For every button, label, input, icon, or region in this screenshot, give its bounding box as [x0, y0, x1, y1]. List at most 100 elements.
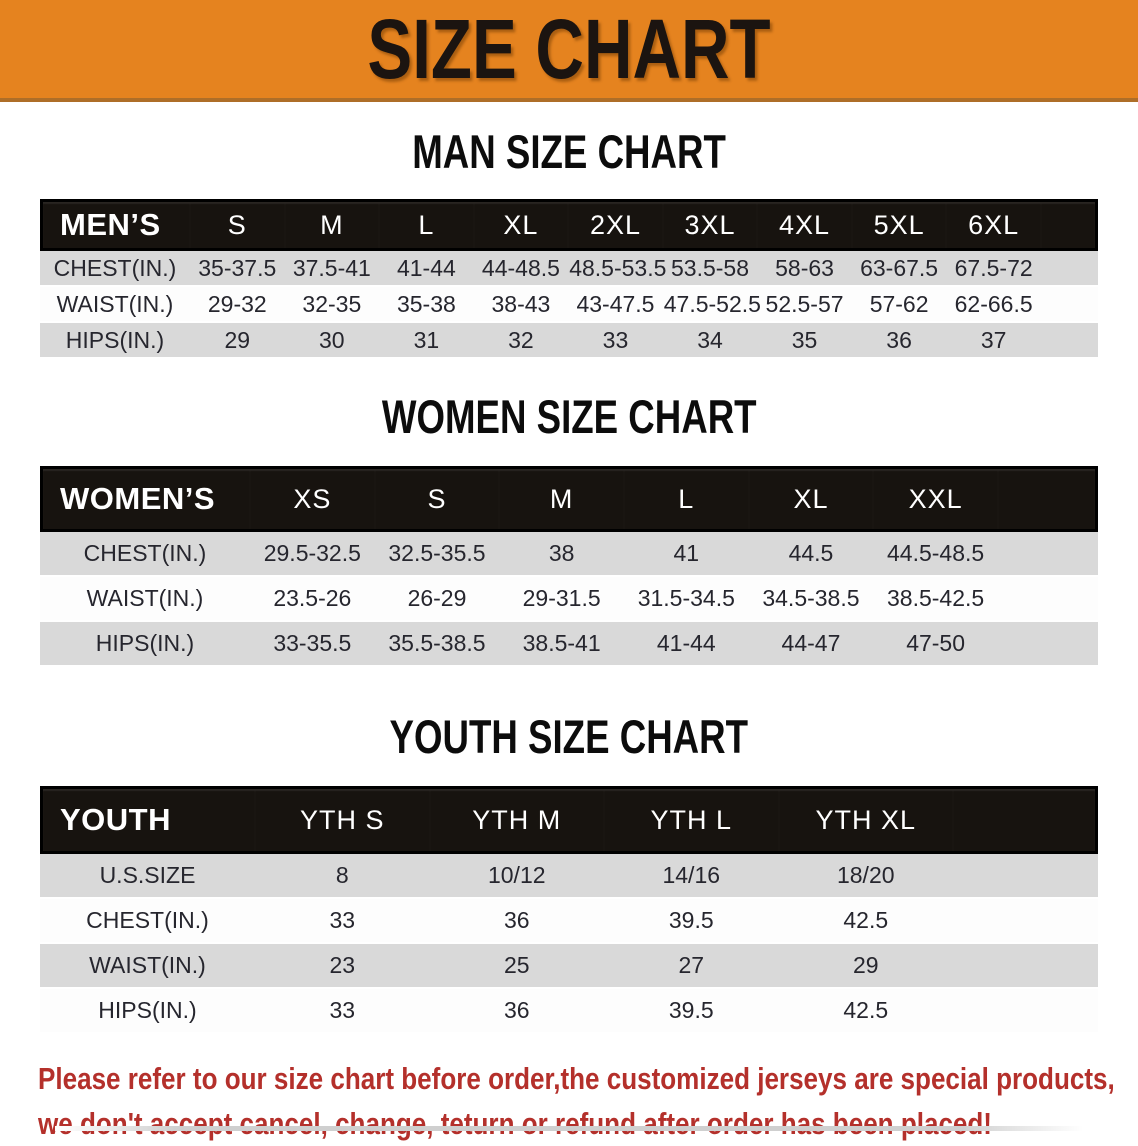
measurement-cell: 48.5-53.5	[568, 251, 666, 287]
measurement-cell: 38.5-42.5	[873, 577, 998, 622]
measurement-cell: 34.5-38.5	[748, 577, 874, 622]
table-corner-label: YOUTH	[40, 786, 255, 854]
disclaimer-line-2: we don't accept cancel, change, teturn o…	[38, 1106, 992, 1141]
measurement-cell: 58-63	[757, 251, 852, 287]
measurement-cell: 57-62	[851, 287, 947, 323]
measurement-cell: 25	[429, 944, 604, 989]
size-column-header: M	[499, 466, 624, 532]
row-spacer-cell	[953, 989, 1098, 1034]
header-spacer-cell	[1040, 199, 1098, 251]
measurement-cell: 33	[255, 989, 430, 1034]
measurement-cell: 10/12	[429, 854, 604, 899]
measurement-cell: 36	[429, 899, 604, 944]
row-spacer-cell	[953, 854, 1098, 899]
measurement-row: U.S.SIZE 8 10/12 14/16 18/20	[40, 854, 1098, 899]
measurement-cell: 29	[778, 944, 953, 989]
size-column-header: S	[190, 199, 285, 251]
size-column-header: 5XL	[851, 199, 947, 251]
measurement-cell: 34	[662, 323, 758, 359]
size-column-header: XL	[473, 199, 569, 251]
measurement-cell: 14/16	[604, 854, 779, 899]
size-column-header: 6XL	[946, 199, 1041, 251]
size-column-header: XXL	[873, 466, 998, 532]
measurement-cell: 31.5-34.5	[623, 577, 749, 622]
measurement-cell: 23	[255, 944, 430, 989]
measurement-cell: 41-44	[379, 251, 474, 287]
measurement-row: HIPS(IN.) 33-35.5 35.5-38.5 38.5-41 41-44 44-…	[40, 622, 1098, 667]
measurement-cell: 39.5	[604, 989, 779, 1034]
measurement-cell: 8	[255, 854, 430, 899]
section-title: WOMEN SIZE CHART	[381, 390, 757, 443]
measurement-cell: 35.5-38.5	[374, 622, 500, 667]
measurement-row: HIPS(IN.) 33 36 39.5 42.5	[40, 989, 1098, 1034]
measurement-label: WAIST(IN.)	[40, 287, 190, 323]
measurement-row: CHEST(IN.) 29.5-32.5 32.5-35.5 38 41 44.5 44.5…	[40, 532, 1098, 577]
measurement-label: U.S.SIZE	[40, 854, 255, 899]
measurement-cell: 33-35.5	[250, 622, 375, 667]
sections-container: MAN SIZE CHART MEN’S S M L XL 2XL 3XL 4XL 5XL 6XL…	[0, 102, 1138, 1034]
measurement-cell: 44-47	[748, 622, 874, 667]
row-spacer-cell	[953, 899, 1098, 944]
measurement-cell: 41	[623, 532, 749, 577]
size-header-row: MEN’S S M L XL 2XL 3XL 4XL 5XL 6XL	[40, 199, 1098, 251]
measurement-cell: 36	[851, 323, 947, 359]
men-size-table: MEN’S S M L XL 2XL 3XL 4XL 5XL 6XL CHEST(IN.) 35-37…	[40, 199, 1098, 359]
measurement-cell: 43-47.5	[568, 287, 663, 323]
measurement-label: CHEST(IN.)	[40, 251, 190, 287]
row-spacer-cell	[997, 577, 1098, 622]
youth-size-chart-section: YOUTH SIZE CHART YOUTH YTH S YTH M YTH L YTH…	[0, 667, 1138, 1034]
section-title: MAN SIZE CHART	[412, 125, 726, 178]
measurement-cell: 47-50	[873, 622, 998, 667]
size-column-header: XL	[748, 466, 874, 532]
measurement-cell: 32	[473, 323, 569, 359]
measurement-cell: 62-66.5	[946, 287, 1041, 323]
measurement-cell: 35-38	[379, 287, 474, 323]
men-size-chart-section: MAN SIZE CHART MEN’S S M L XL 2XL 3XL 4XL 5XL 6XL…	[0, 102, 1138, 359]
measurement-cell: 42.5	[778, 989, 953, 1034]
size-column-header: YTH L	[604, 786, 779, 854]
section-title: YOUTH SIZE CHART	[389, 710, 749, 763]
measurement-row: HIPS(IN.) 29 30 31 32 33 34 35 36 37	[40, 323, 1098, 359]
measurement-cell: 52.5-57	[757, 287, 852, 323]
measurement-cell: 44.5-48.5	[873, 532, 998, 577]
youth-size-table: YOUTH YTH S YTH M YTH L YTH XL U.S.SIZE 8 10/12…	[40, 786, 1098, 1034]
measurement-row: CHEST(IN.) 33 36 39.5 42.5	[40, 899, 1098, 944]
measurement-label: HIPS(IN.)	[40, 989, 255, 1034]
size-column-header: M	[284, 199, 380, 251]
measurement-label: CHEST(IN.)	[40, 899, 255, 944]
measurement-cell: 18/20	[778, 854, 953, 899]
measurement-label: WAIST(IN.)	[40, 944, 255, 989]
measurement-row: CHEST(IN.) 35-37.5 37.5-41 41-44 44-48.5 48.5…	[40, 251, 1098, 287]
measurement-cell: 38.5-41	[499, 622, 624, 667]
row-spacer-cell	[1040, 323, 1098, 359]
measurement-cell: 39.5	[604, 899, 779, 944]
measurement-cell: 63-67.5	[851, 251, 947, 287]
size-column-header: YTH M	[429, 786, 604, 854]
size-column-header: L	[623, 466, 749, 532]
measurement-cell: 35-37.5	[190, 251, 285, 287]
measurement-cell: 53.5-58	[662, 251, 758, 287]
size-column-header: L	[379, 199, 474, 251]
measurement-cell: 33	[255, 899, 430, 944]
measurement-row: WAIST(IN.) 23.5-26 26-29 29-31.5 31.5-34.5 34…	[40, 577, 1098, 622]
size-column-header: 2XL	[568, 199, 663, 251]
measurement-cell: 38	[499, 532, 624, 577]
row-spacer-cell	[997, 532, 1098, 577]
measurement-row: WAIST(IN.) 29-32 32-35 35-38 38-43 43-47.5 47.…	[40, 287, 1098, 323]
measurement-cell: 67.5-72	[946, 251, 1041, 287]
row-spacer-cell	[953, 944, 1098, 989]
header-spacer-cell	[953, 786, 1098, 854]
table-corner-label: WOMEN’S	[40, 466, 250, 532]
measurement-cell: 38-43	[473, 287, 569, 323]
measurement-cell: 33	[568, 323, 663, 359]
disclaimer-line-1: Please refer to our size chart before or…	[38, 1061, 1115, 1096]
women-size-table: WOMEN’S XS S M L XL XXL CHEST(IN.) 29.5-32.5 32.5…	[40, 466, 1098, 667]
measurement-cell: 30	[284, 323, 380, 359]
size-column-header: S	[374, 466, 500, 532]
measurement-cell: 44-48.5	[473, 251, 569, 287]
measurement-cell: 32.5-35.5	[374, 532, 500, 577]
row-spacer-cell	[1040, 287, 1098, 323]
banner: SIZE CHART	[0, 0, 1138, 102]
women-size-chart-section: WOMEN SIZE CHART WOMEN’S XS S M L XL XXL CHEST(…	[0, 359, 1138, 667]
measurement-cell: 29-32	[190, 287, 285, 323]
